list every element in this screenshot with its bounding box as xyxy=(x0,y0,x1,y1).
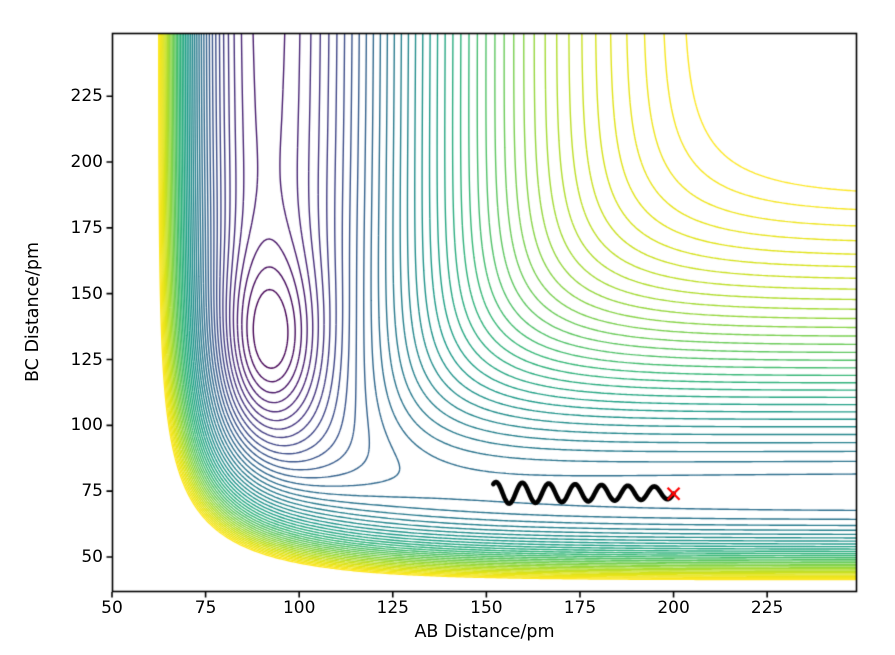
x-axis-label: AB Distance/pm xyxy=(414,622,555,642)
x-tick-label: 50 xyxy=(101,598,123,618)
y-tick-label: 100 xyxy=(70,415,103,436)
y-axis-label: BC Distance/pm xyxy=(23,241,43,383)
x-tick-label: 125 xyxy=(376,598,409,618)
x-tick-label: 200 xyxy=(657,598,690,618)
x-tick-label: 75 xyxy=(194,598,217,618)
y-tick-label: 225 xyxy=(70,86,103,107)
y-tick-label: 200 xyxy=(70,152,103,173)
x-tick-label: 100 xyxy=(282,598,316,618)
y-tick-label: 175 xyxy=(70,217,103,238)
y-tick-label: 75 xyxy=(81,481,103,502)
y-tick-label: 50 xyxy=(81,546,103,567)
y-tick-label: 125 xyxy=(70,349,103,370)
x-tick-label: 150 xyxy=(470,598,503,618)
x-tick-label: 225 xyxy=(750,598,784,618)
x-tick-label: 175 xyxy=(563,598,597,618)
y-tick-label: 150 xyxy=(70,283,103,304)
